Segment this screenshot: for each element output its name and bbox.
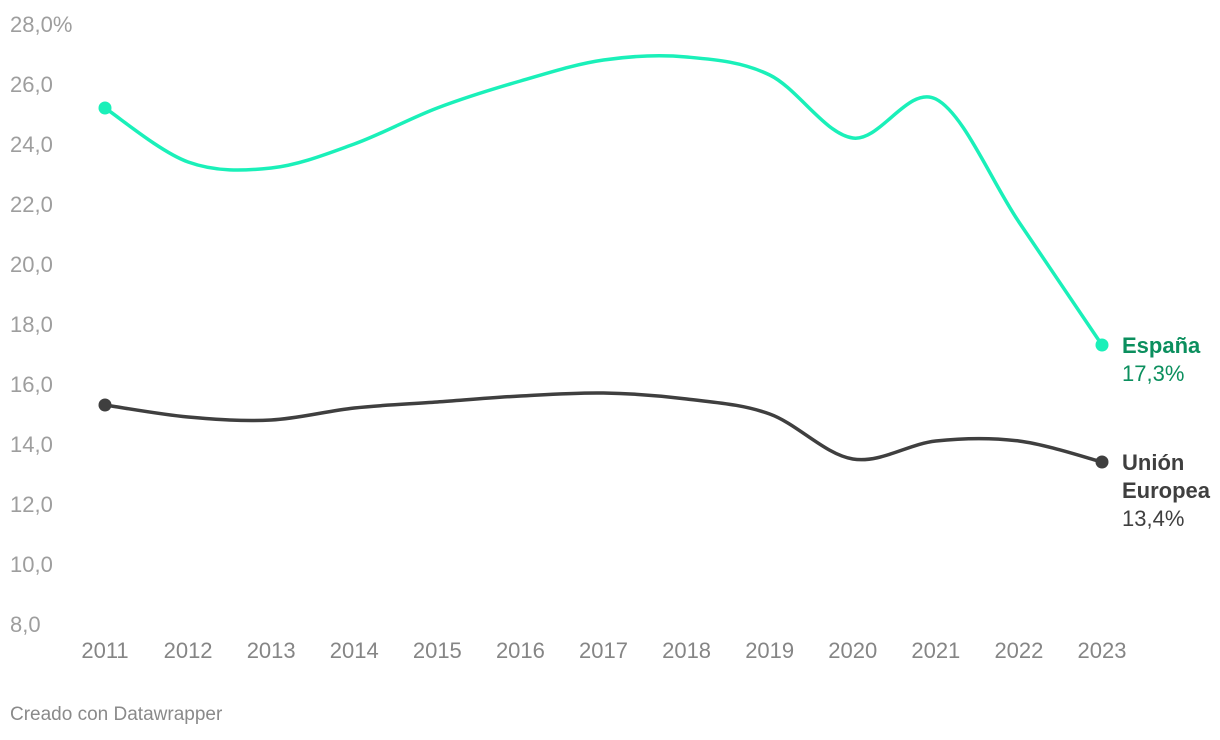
y-tick-label: 12,0 xyxy=(10,492,53,517)
x-tick-label: 2023 xyxy=(1078,638,1127,663)
x-axis: 2011 2012 2013 2014 2015 2016 2017 2018 2019 2020… xyxy=(81,638,1126,663)
y-tick-label: 28,0% xyxy=(10,12,72,37)
x-tick-label: 2021 xyxy=(911,638,960,663)
x-tick-label: 2017 xyxy=(579,638,628,663)
x-tick-label: 2013 xyxy=(247,638,296,663)
start-point-espa-a xyxy=(98,101,112,115)
y-tick-label: 14,0 xyxy=(10,432,53,457)
credit-footer[interactable]: Creado con Datawrapper xyxy=(10,704,223,725)
x-tick-label: 2019 xyxy=(745,638,794,663)
series-label-uni-n-europea: Europea xyxy=(1122,478,1211,503)
y-tick-label: 8,0 xyxy=(10,612,41,637)
y-tick-label: 10,0 xyxy=(10,552,53,577)
y-tick-label: 24,0 xyxy=(10,132,53,157)
x-tick-label: 2022 xyxy=(994,638,1043,663)
x-tick-label: 2018 xyxy=(662,638,711,663)
series-end-value-espa-a: 17,3% xyxy=(1122,361,1184,386)
y-tick-label: 26,0 xyxy=(10,72,53,97)
series-line-uni-n-europea xyxy=(103,391,1104,464)
x-tick-label: 2020 xyxy=(828,638,877,663)
x-tick-label: 2015 xyxy=(413,638,462,663)
x-tick-label: 2012 xyxy=(164,638,213,663)
y-tick-label: 22,0 xyxy=(10,192,53,217)
series-label-espa-a: España xyxy=(1122,333,1201,358)
start-point-uni-n-europea xyxy=(98,398,112,412)
series-end-value-uni-n-europea: 13,4% xyxy=(1122,506,1184,531)
x-tick-label: 2016 xyxy=(496,638,545,663)
y-tick-label: 20,0 xyxy=(10,252,53,277)
series-lines xyxy=(98,54,1109,469)
y-tick-label: 18,0 xyxy=(10,312,53,337)
series-labels: España 17,3% Unión Europea 13,4% xyxy=(1122,333,1211,531)
series-label-uni-n-europea: Unión xyxy=(1122,450,1184,475)
end-point-uni-n-europea xyxy=(1095,455,1109,469)
y-axis: 28,0% 26,0 24,0 22,0 20,0 18,0 16,0 14,0 12,0 10,… xyxy=(10,12,72,637)
x-tick-label: 2011 xyxy=(81,638,128,663)
end-point-espa-a xyxy=(1095,338,1109,352)
series-line-espa-a xyxy=(103,54,1104,347)
y-tick-label: 16,0 xyxy=(10,372,53,397)
x-tick-label: 2014 xyxy=(330,638,379,663)
